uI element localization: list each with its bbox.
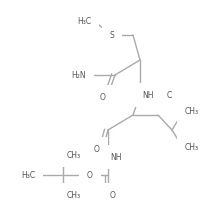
Text: CH₃: CH₃ xyxy=(185,107,199,116)
Text: NH: NH xyxy=(142,90,154,99)
Text: H₃C: H₃C xyxy=(21,171,35,180)
Text: H₂N: H₂N xyxy=(71,70,86,79)
Text: O: O xyxy=(99,93,105,102)
Text: CH₃: CH₃ xyxy=(67,190,81,200)
Text: O: O xyxy=(87,171,93,180)
Text: NH: NH xyxy=(110,153,121,162)
Text: O: O xyxy=(94,144,100,153)
Text: O: O xyxy=(110,190,116,200)
Text: S: S xyxy=(110,32,114,41)
Text: CH₃: CH₃ xyxy=(185,144,199,153)
Text: H₃C: H₃C xyxy=(77,18,91,27)
Text: C: C xyxy=(167,90,172,99)
Text: CH₃: CH₃ xyxy=(67,150,81,159)
